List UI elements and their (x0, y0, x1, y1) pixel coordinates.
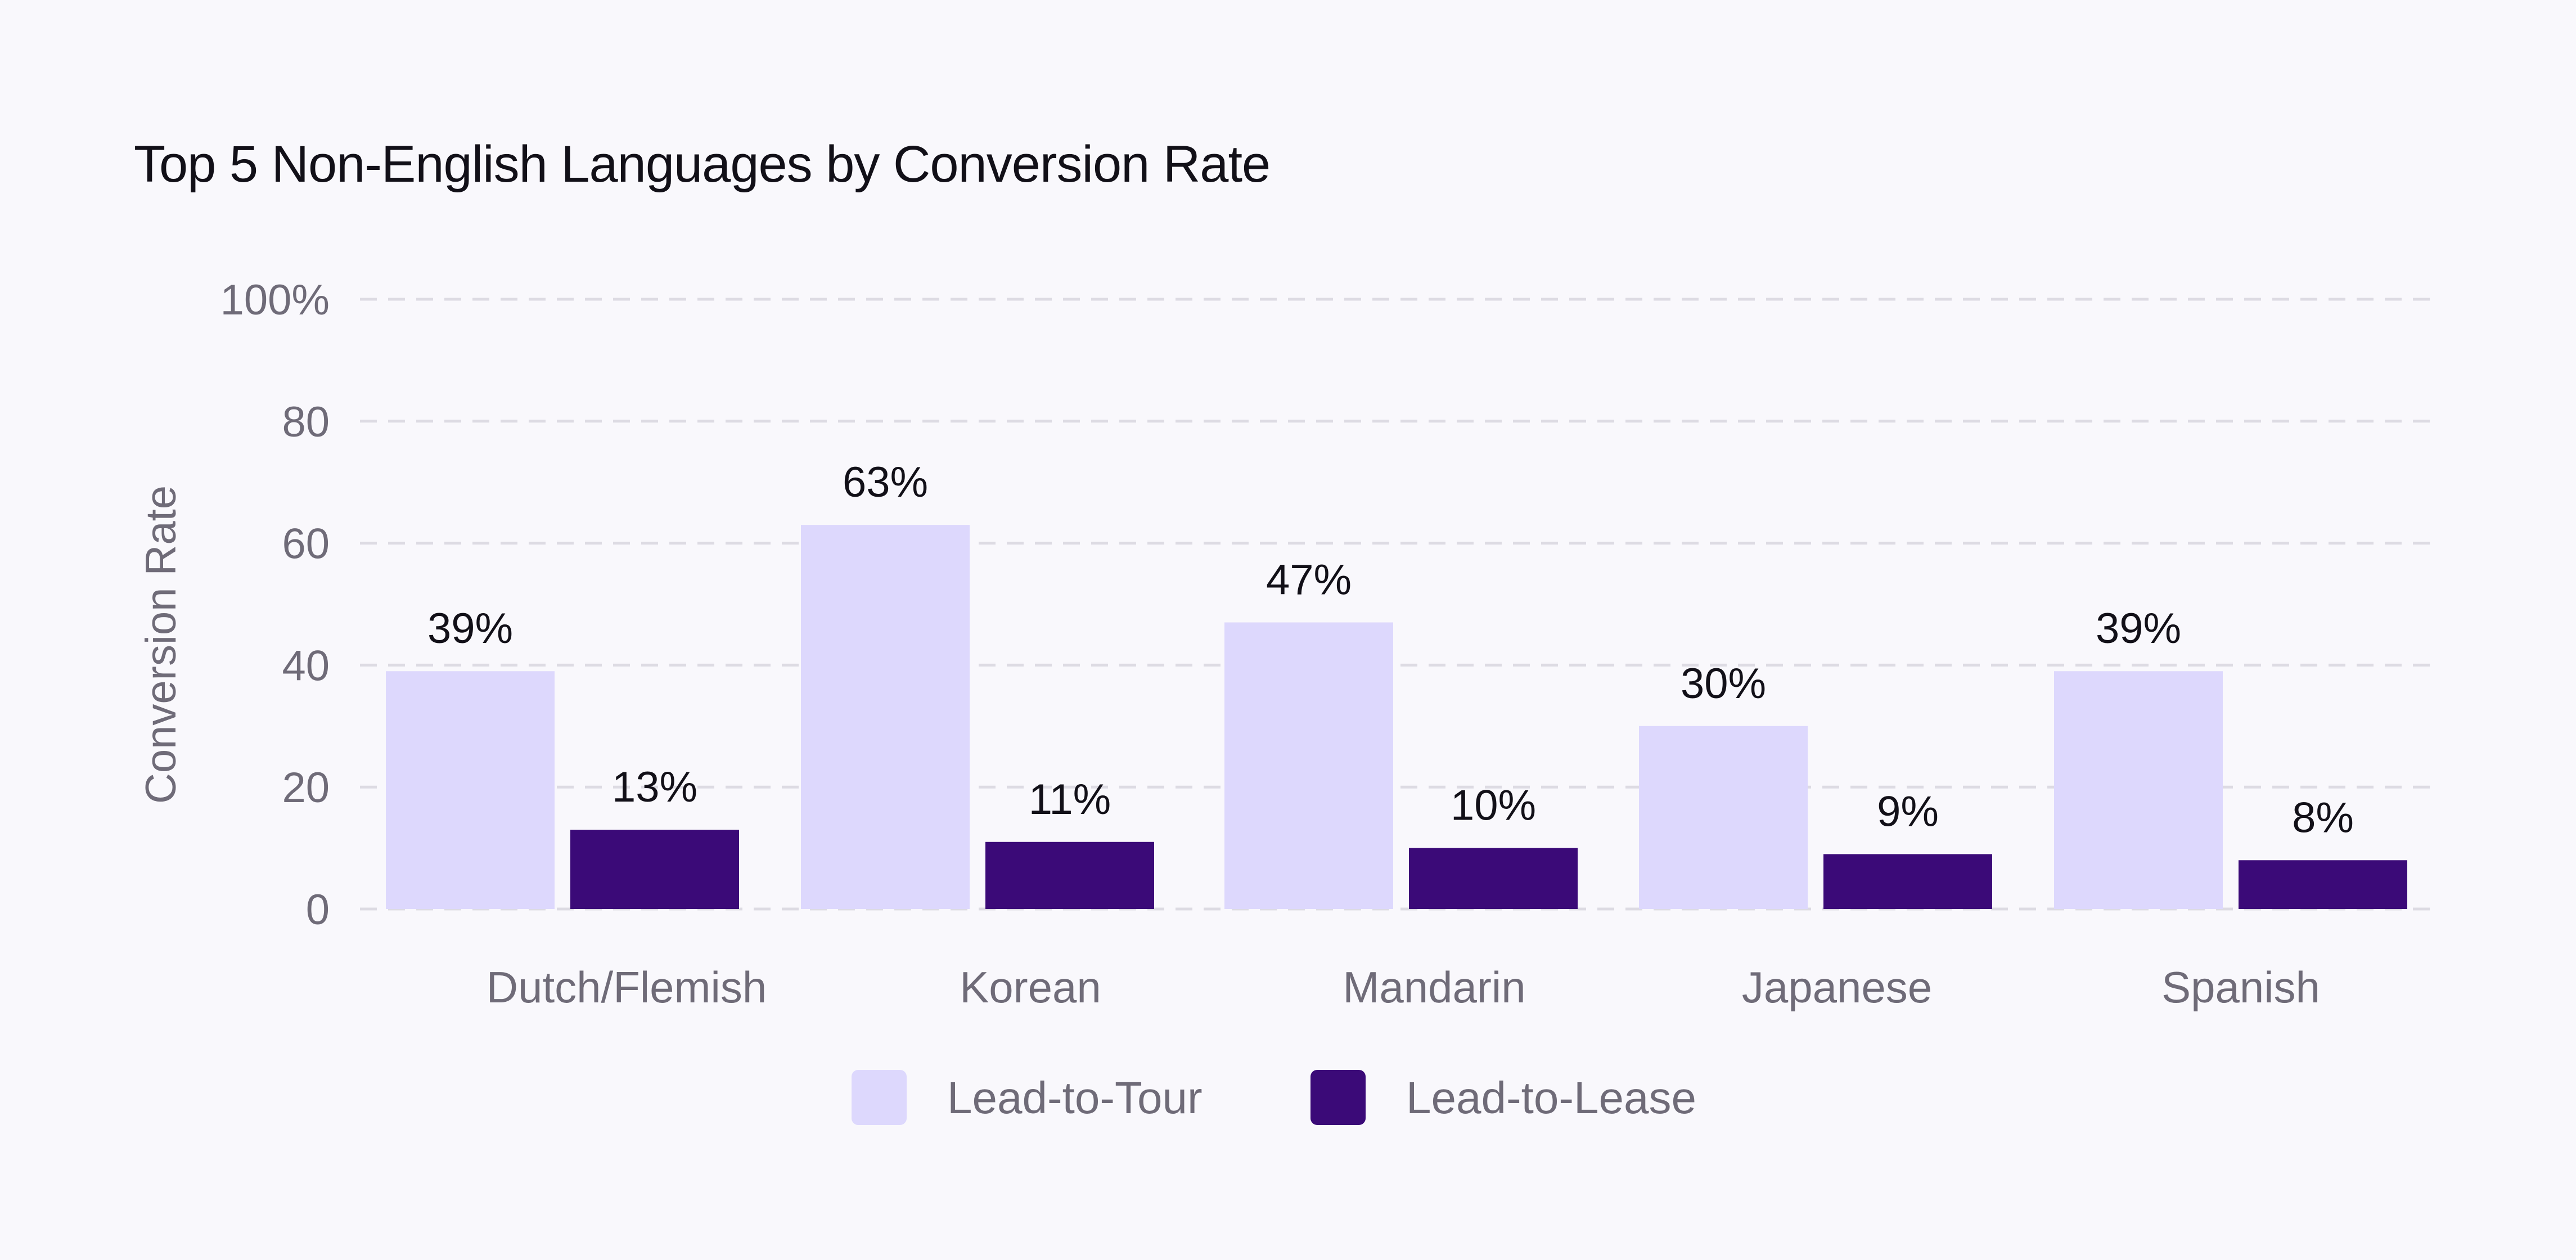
bar-lead-to-lease-korean (985, 842, 1154, 909)
data-label: 13% (612, 763, 697, 811)
y-axis-label: Conversion Rate (137, 485, 185, 804)
data-label: 63% (843, 458, 928, 506)
x-category-label: Dutch/Flemish (487, 962, 767, 1012)
data-label: 11% (1029, 776, 1111, 824)
legend-swatch (852, 1070, 907, 1125)
data-label: 39% (2096, 605, 2181, 652)
bar-lead-to-lease-japanese (1823, 854, 1992, 909)
y-tick-label: 100% (220, 276, 330, 324)
legend-label: Lead-to-Tour (947, 1073, 1203, 1123)
legend: Lead-to-Tour Lead-to-Lease (852, 1070, 1696, 1125)
data-label: 8% (2292, 794, 2354, 842)
data-label: 47% (1266, 556, 1352, 604)
bar-lead-to-lease-mandarin (1409, 848, 1578, 909)
data-label: 30% (1681, 660, 1766, 708)
x-axis-categories: Dutch/Flemish Korean Mandarin Japanese Spani… (487, 962, 2320, 1012)
bar-lead-to-tour-mandarin (1224, 622, 1393, 909)
data-label: 9% (1877, 788, 1939, 835)
bar-lead-to-lease-spanish (2239, 860, 2407, 909)
bar-lead-to-tour-korean (801, 525, 970, 909)
x-category-label: Korean (960, 962, 1101, 1012)
y-tick-label: 80 (282, 398, 330, 446)
data-label: 10% (1451, 782, 1536, 830)
legend-swatch (1310, 1070, 1366, 1125)
data-labels: 39% 13% 63% 11% 47% 10% 30% 9% 39% 8% (427, 458, 2354, 842)
y-tick-label: 40 (282, 642, 330, 690)
y-tick-label: 60 (282, 520, 330, 568)
legend-label: Lead-to-Lease (1406, 1073, 1696, 1123)
x-category-label: Mandarin (1343, 962, 1525, 1012)
bar-lead-to-tour-japanese (1639, 726, 1808, 909)
bar-lead-to-lease-dutch-flemish (570, 830, 739, 909)
y-axis-ticks: 0 20 40 60 80 100% (220, 276, 330, 934)
bars (386, 525, 2407, 909)
bar-lead-to-tour-spanish (2054, 671, 2223, 909)
y-tick-label: 20 (282, 764, 330, 812)
chart-title: Top 5 Non-English Languages by Conversio… (134, 136, 1271, 193)
y-tick-label: 0 (306, 886, 330, 934)
data-label: 39% (427, 605, 513, 652)
bar-lead-to-tour-dutch-flemish (386, 671, 555, 909)
x-category-label: Spanish (2161, 962, 2320, 1012)
x-category-label: Japanese (1742, 962, 1932, 1012)
